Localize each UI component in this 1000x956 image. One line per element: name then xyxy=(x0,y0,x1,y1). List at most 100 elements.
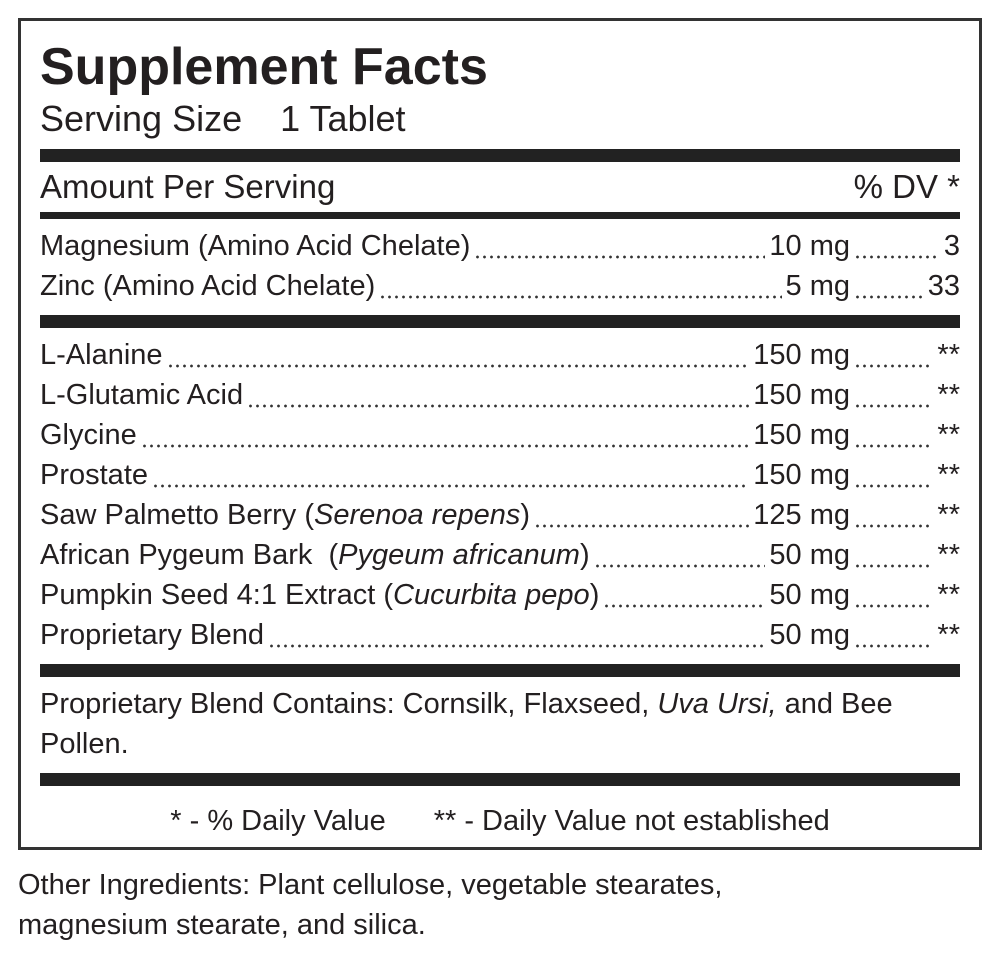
text-part: Uva Ursi, xyxy=(657,688,777,720)
nutrient-name: Magnesium (Amino Acid Chelate) xyxy=(40,226,470,266)
nutrient-name: Prostate xyxy=(40,455,148,495)
daily-value: ** xyxy=(937,459,960,491)
dv-cell: 3 xyxy=(850,226,960,266)
nutrient-row: L-Alanine 150 mg ** xyxy=(40,335,960,375)
amount: 50 mg xyxy=(769,579,850,611)
leader-dots xyxy=(854,375,934,415)
nutrient-name: L-Alanine xyxy=(40,335,163,375)
serving-value: 1 Tablet xyxy=(280,98,406,139)
divider xyxy=(40,149,960,162)
nutrient-row: Glycine 150 mg ** xyxy=(40,415,960,455)
nutrient-row: Zinc (Amino Acid Chelate) 5 mg 33 xyxy=(40,266,960,306)
footnotes: * - % Daily Value ** - Daily Value not es… xyxy=(40,801,960,841)
amount: 150 mg xyxy=(753,379,850,411)
text-part: ) xyxy=(589,579,600,611)
dv-cell: ** xyxy=(850,615,960,655)
divider xyxy=(40,664,960,677)
leader-dots xyxy=(854,495,934,535)
divider xyxy=(40,315,960,328)
text-part: Pumpkin Seed 4:1 Extract ( xyxy=(40,579,393,611)
amount: 125 mg xyxy=(753,499,850,531)
dv-cell: ** xyxy=(850,535,960,575)
dv-cell: 33 xyxy=(850,266,960,306)
nutrient-row: Proprietary Blend 50 mg ** xyxy=(40,615,960,655)
dv-cell: ** xyxy=(850,495,960,535)
text-part: and Bee Pollen. xyxy=(40,688,893,760)
text-part: ) xyxy=(579,539,590,571)
nutrient-row: Pumpkin Seed 4:1 Extract (Cucurbita pepo… xyxy=(40,575,960,615)
nutrient-row: African Pygeum Bark (Pygeum africanum) 50… xyxy=(40,535,960,575)
nutrient-row: Prostate 150 mg ** xyxy=(40,455,960,495)
daily-value: ** xyxy=(937,339,960,371)
dv-cell: ** xyxy=(850,415,960,455)
nutrient-name: Zinc (Amino Acid Chelate) xyxy=(40,266,375,306)
daily-value: 33 xyxy=(927,270,960,302)
daily-value: ** xyxy=(937,419,960,451)
amount: 150 mg xyxy=(753,339,850,371)
other-ingredients: Other Ingredients: Plant cellulose, vege… xyxy=(18,869,723,941)
daily-value: ** xyxy=(937,579,960,611)
leader-dots xyxy=(854,266,924,306)
leader-dots xyxy=(166,335,750,375)
nutrient-group: Magnesium (Amino Acid Chelate) 10 mg 3 Zinc… xyxy=(40,219,960,315)
dv-cell: ** xyxy=(850,335,960,375)
blend-note: Proprietary Blend Contains: Cornsilk, Fl… xyxy=(40,677,960,773)
leader-dots xyxy=(140,415,750,455)
text-part: Serenoa repens xyxy=(313,499,521,531)
nutrient-name: Saw Palmetto Berry (Serenoa repens) xyxy=(40,495,530,535)
amount: 150 mg xyxy=(753,419,850,451)
leader-dots xyxy=(854,335,934,375)
text-part: Zinc (Amino Acid Chelate) xyxy=(40,270,376,302)
dv-cell: ** xyxy=(850,575,960,615)
daily-value: ** xyxy=(937,619,960,651)
leader-dots xyxy=(854,455,934,495)
serving-label: Serving Size xyxy=(40,98,243,139)
daily-value: ** xyxy=(937,379,960,411)
amount: 50 mg xyxy=(769,539,850,571)
nutrient-name: Glycine xyxy=(40,415,137,455)
amount: 150 mg xyxy=(753,459,850,491)
nutrient-group: L-Alanine 150 mg ** L-Glutamic Acid 150 mg **… xyxy=(40,328,960,664)
text-part: Prostate xyxy=(40,459,148,491)
title: Supplement Facts xyxy=(40,38,488,96)
text-part: Pygeum africanum xyxy=(338,539,580,571)
column-header: Amount Per Serving % DV * xyxy=(40,162,960,212)
footnote: ** - Daily Value not established xyxy=(433,805,830,837)
leader-dots xyxy=(379,266,782,306)
text-part: L-Glutamic Acid xyxy=(40,379,244,411)
leader-dots xyxy=(854,575,934,615)
daily-value: 3 xyxy=(943,230,960,262)
text-part: Proprietary Blend Contains: Cornsilk, Fl… xyxy=(40,688,658,720)
serving-size: Serving Size 1 Tablet xyxy=(40,97,960,141)
text-part: L-Alanine xyxy=(40,339,163,371)
nutrient-row: L-Glutamic Acid 150 mg ** xyxy=(40,375,960,415)
leader-dots xyxy=(268,615,766,655)
amount-header: Amount Per Serving xyxy=(40,168,336,205)
divider xyxy=(40,773,960,786)
leader-dots xyxy=(152,455,750,495)
nutrient-groups: Magnesium (Amino Acid Chelate) 10 mg 3 Zinc… xyxy=(40,219,960,677)
text-part: Proprietary Blend xyxy=(40,619,265,651)
amount: 10 mg xyxy=(769,230,850,262)
leader-dots xyxy=(854,226,940,266)
nutrient-name: African Pygeum Bark (Pygeum africanum) xyxy=(40,535,590,575)
nutrient-name: Proprietary Blend xyxy=(40,615,264,655)
text-part: Cucurbita pepo xyxy=(393,579,590,611)
nutrient-row: Magnesium (Amino Acid Chelate) 10 mg 3 xyxy=(40,226,960,266)
daily-value: ** xyxy=(937,499,960,531)
text-part: Saw Palmetto Berry ( xyxy=(40,499,314,531)
leader-dots xyxy=(474,226,766,266)
nutrient-row: Saw Palmetto Berry (Serenoa repens) 125 m… xyxy=(40,495,960,535)
facts-content: Supplement Facts Serving Size 1 Tablet Am… xyxy=(40,21,960,841)
dv-header: % DV * xyxy=(853,168,960,205)
leader-dots xyxy=(854,415,934,455)
nutrient-name: L-Glutamic Acid xyxy=(40,375,243,415)
text-part: Magnesium (Amino Acid Chelate) xyxy=(40,230,471,262)
leader-dots xyxy=(854,615,934,655)
dv-cell: ** xyxy=(850,455,960,495)
leader-dots xyxy=(603,575,766,615)
daily-value: ** xyxy=(937,539,960,571)
nutrient-name: Pumpkin Seed 4:1 Extract (Cucurbita pepo… xyxy=(40,575,599,615)
divider xyxy=(40,212,960,219)
